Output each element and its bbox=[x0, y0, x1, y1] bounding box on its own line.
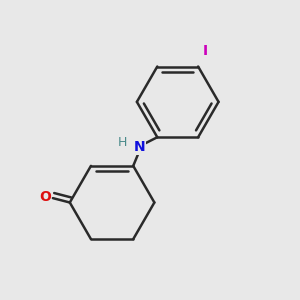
Text: H: H bbox=[118, 136, 127, 149]
Text: O: O bbox=[39, 190, 51, 204]
Text: N: N bbox=[134, 140, 146, 154]
Text: I: I bbox=[202, 44, 208, 58]
